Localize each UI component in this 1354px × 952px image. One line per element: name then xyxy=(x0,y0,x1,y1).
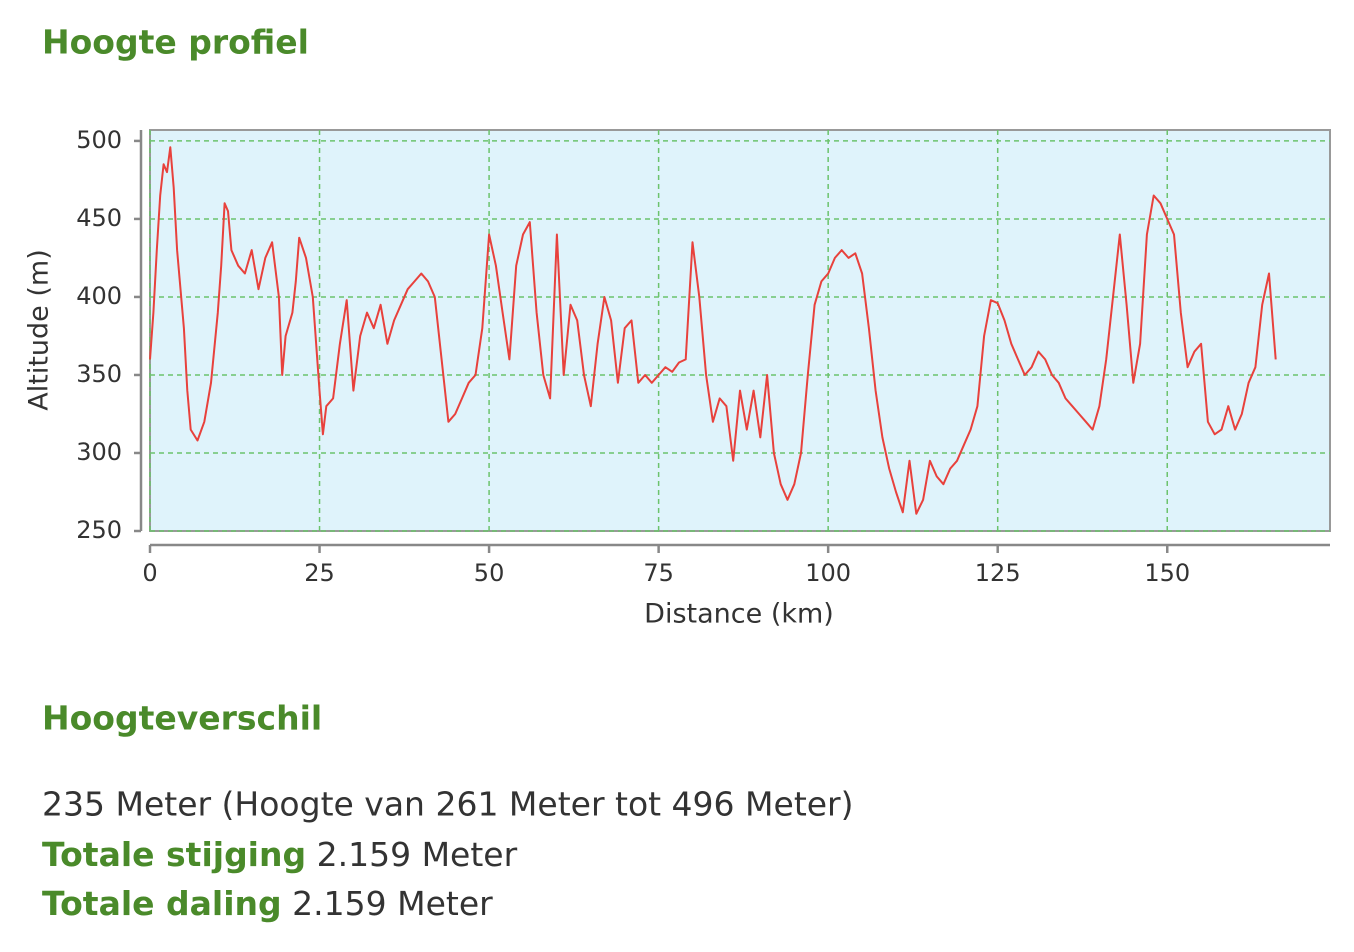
x-tick-label: 125 xyxy=(975,559,1021,587)
y-tick-label: 500 xyxy=(76,126,122,154)
section-title: Hoogte profiel xyxy=(42,23,309,62)
descent-text: Totale daling 2.159 Meter xyxy=(42,884,493,923)
descent-value: 2.159 Meter xyxy=(292,884,493,923)
x-axis-title: Distance (km) xyxy=(644,599,834,630)
y-tick-label: 450 xyxy=(76,204,122,232)
x-tick-label: 25 xyxy=(304,559,335,587)
x-tick-label: 150 xyxy=(1144,559,1190,587)
x-tick-label: 75 xyxy=(643,559,674,587)
y-tick-label: 400 xyxy=(76,282,122,310)
plot-area xyxy=(149,129,1331,532)
chart: 250 300 350 400 450 500 0 25 50 75 100 125 150 Distan… xyxy=(24,126,1331,630)
difference-text: 235 Meter (Hoogte van 261 Meter tot 496 … xyxy=(42,785,854,824)
x-tick-label: 0 xyxy=(142,559,157,587)
y-axis-title: Altitude (m) xyxy=(24,249,55,410)
descent-label: Totale daling xyxy=(42,884,282,923)
x-tick-label: 100 xyxy=(805,559,851,587)
x-tick-label: 50 xyxy=(474,559,505,587)
y-tick-label: 250 xyxy=(76,516,122,544)
ascent-text: Totale stijging 2.159 Meter xyxy=(42,835,518,874)
altitude-line xyxy=(149,146,1277,515)
section-title: Hoogteverschil xyxy=(42,699,322,738)
ascent-label: Totale stijging xyxy=(42,835,306,874)
y-tick-label: 300 xyxy=(76,438,122,466)
y-tick-label: 350 xyxy=(76,360,122,388)
ascent-value: 2.159 Meter xyxy=(317,835,518,874)
